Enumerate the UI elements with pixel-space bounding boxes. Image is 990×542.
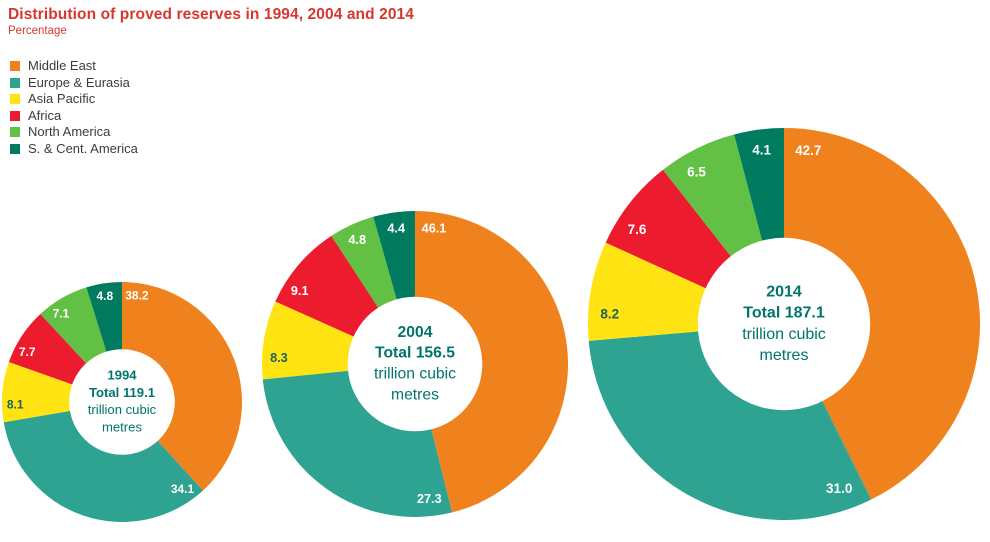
slice-label-europe-eurasia-2004: 27.3	[417, 492, 442, 506]
legend-swatch-north-america	[10, 127, 20, 138]
legend-swatch-europe-eurasia	[10, 77, 20, 88]
center-text-2014-line-2: Total 187.1	[743, 305, 825, 322]
slice-label-s-cent-america-1994: 4.8	[96, 289, 113, 303]
slice-label-middle-east-2004: 46.1	[422, 222, 447, 236]
slice-label-asia-pacific-1994: 8.1	[7, 397, 24, 411]
legend-swatch-asia-pacific	[10, 94, 20, 105]
legend-item-middle-east: Middle East	[10, 58, 138, 75]
legend-label-asia-pacific: Asia Pacific	[28, 91, 96, 106]
center-text-2004-line-3: trillion cubic	[374, 366, 456, 383]
legend-swatch-africa	[10, 110, 20, 121]
legend-item-asia-pacific: Asia Pacific	[10, 91, 138, 108]
slice-label-europe-eurasia-1994: 34.1	[171, 482, 195, 496]
wedge-middle-east-2014	[784, 128, 980, 500]
legend-label-middle-east: Middle East	[28, 58, 96, 73]
center-text-1994-line-1: 1994	[107, 368, 137, 383]
chart-title: Distribution of proved reserves in 1994,…	[8, 6, 414, 23]
slice-label-s-cent-america-2014: 4.1	[752, 143, 771, 158]
legend-swatch-s-cent-america	[10, 143, 20, 154]
legend-label-s-cent-america: S. & Cent. America	[28, 140, 138, 156]
legend-label-europe-eurasia: Europe & Eurasia	[28, 74, 130, 90]
center-text-2014-line-4: metres	[760, 347, 809, 364]
slice-label-middle-east-1994: 38.2	[125, 288, 149, 302]
donut-hole-2014	[697, 237, 871, 411]
legend-label-north-america: North America	[28, 124, 111, 139]
center-text-1994-line-3: trillion cubic	[88, 402, 157, 417]
center-text-2004-line-1: 2004	[398, 324, 433, 341]
slice-label-asia-pacific-2014: 8.2	[600, 306, 619, 321]
legend-item-europe-eurasia: Europe & Eurasia	[10, 75, 138, 92]
slice-label-africa-2004: 9.1	[291, 284, 309, 298]
slice-label-north-america-2014: 6.5	[687, 165, 706, 180]
slice-label-asia-pacific-2004: 8.3	[270, 351, 288, 365]
slice-label-north-america-1994: 7.1	[53, 306, 70, 320]
center-text-1994-line-4: metres	[102, 419, 142, 434]
donut-hole-2004	[347, 296, 483, 432]
slice-label-middle-east-2014: 42.7	[795, 143, 821, 158]
slice-label-north-america-2004: 4.8	[348, 233, 366, 247]
legend-item-north-america: North America	[10, 124, 138, 141]
legend: Middle East Europe & Eurasia Asia Pacific A…	[10, 58, 138, 157]
donut-chart-2004: 46.1 27.3 8.3 9.1 4.8 4.4 2004 Total 156.5 trill…	[262, 211, 568, 517]
legend-item-africa: Africa	[10, 108, 138, 125]
slice-label-africa-1994: 7.7	[19, 345, 36, 359]
donut-chart-2014: 42.7 31.0 8.2 7.6 6.5 4.1 2014 Total 187.1 trill…	[588, 128, 980, 520]
legend-label-africa: Africa	[28, 107, 62, 123]
chart-subtitle: Percentage	[8, 25, 67, 37]
slice-label-africa-2014: 7.6	[628, 222, 647, 237]
center-text-2004-line-4: metres	[391, 386, 439, 403]
center-text-2014-line-3: trillion cubic	[742, 326, 826, 343]
slice-label-s-cent-america-2004: 4.4	[387, 221, 405, 235]
donut-hole-1994	[69, 349, 175, 455]
wedge-asia-pacific-1994	[2, 362, 122, 423]
wedge-europe-eurasia-1994	[3, 402, 204, 522]
legend-swatch-middle-east	[10, 61, 20, 72]
slice-label-europe-eurasia-2014: 31.0	[826, 481, 852, 496]
center-text-2004-line-2: Total 156.5	[375, 345, 455, 362]
donut-chart-1994: 38.2 34.1 8.1 7.7 7.1 4.8 1994 Total 119.1 trill…	[2, 282, 242, 522]
center-text-2014-line-1: 2014	[766, 284, 802, 301]
legend-item-s-cent-america: S. & Cent. America	[10, 141, 138, 158]
center-text-1994-line-2: Total 119.1	[89, 385, 155, 400]
wedge-middle-east-2004	[415, 211, 568, 513]
wedge-middle-east-1994	[122, 282, 242, 491]
